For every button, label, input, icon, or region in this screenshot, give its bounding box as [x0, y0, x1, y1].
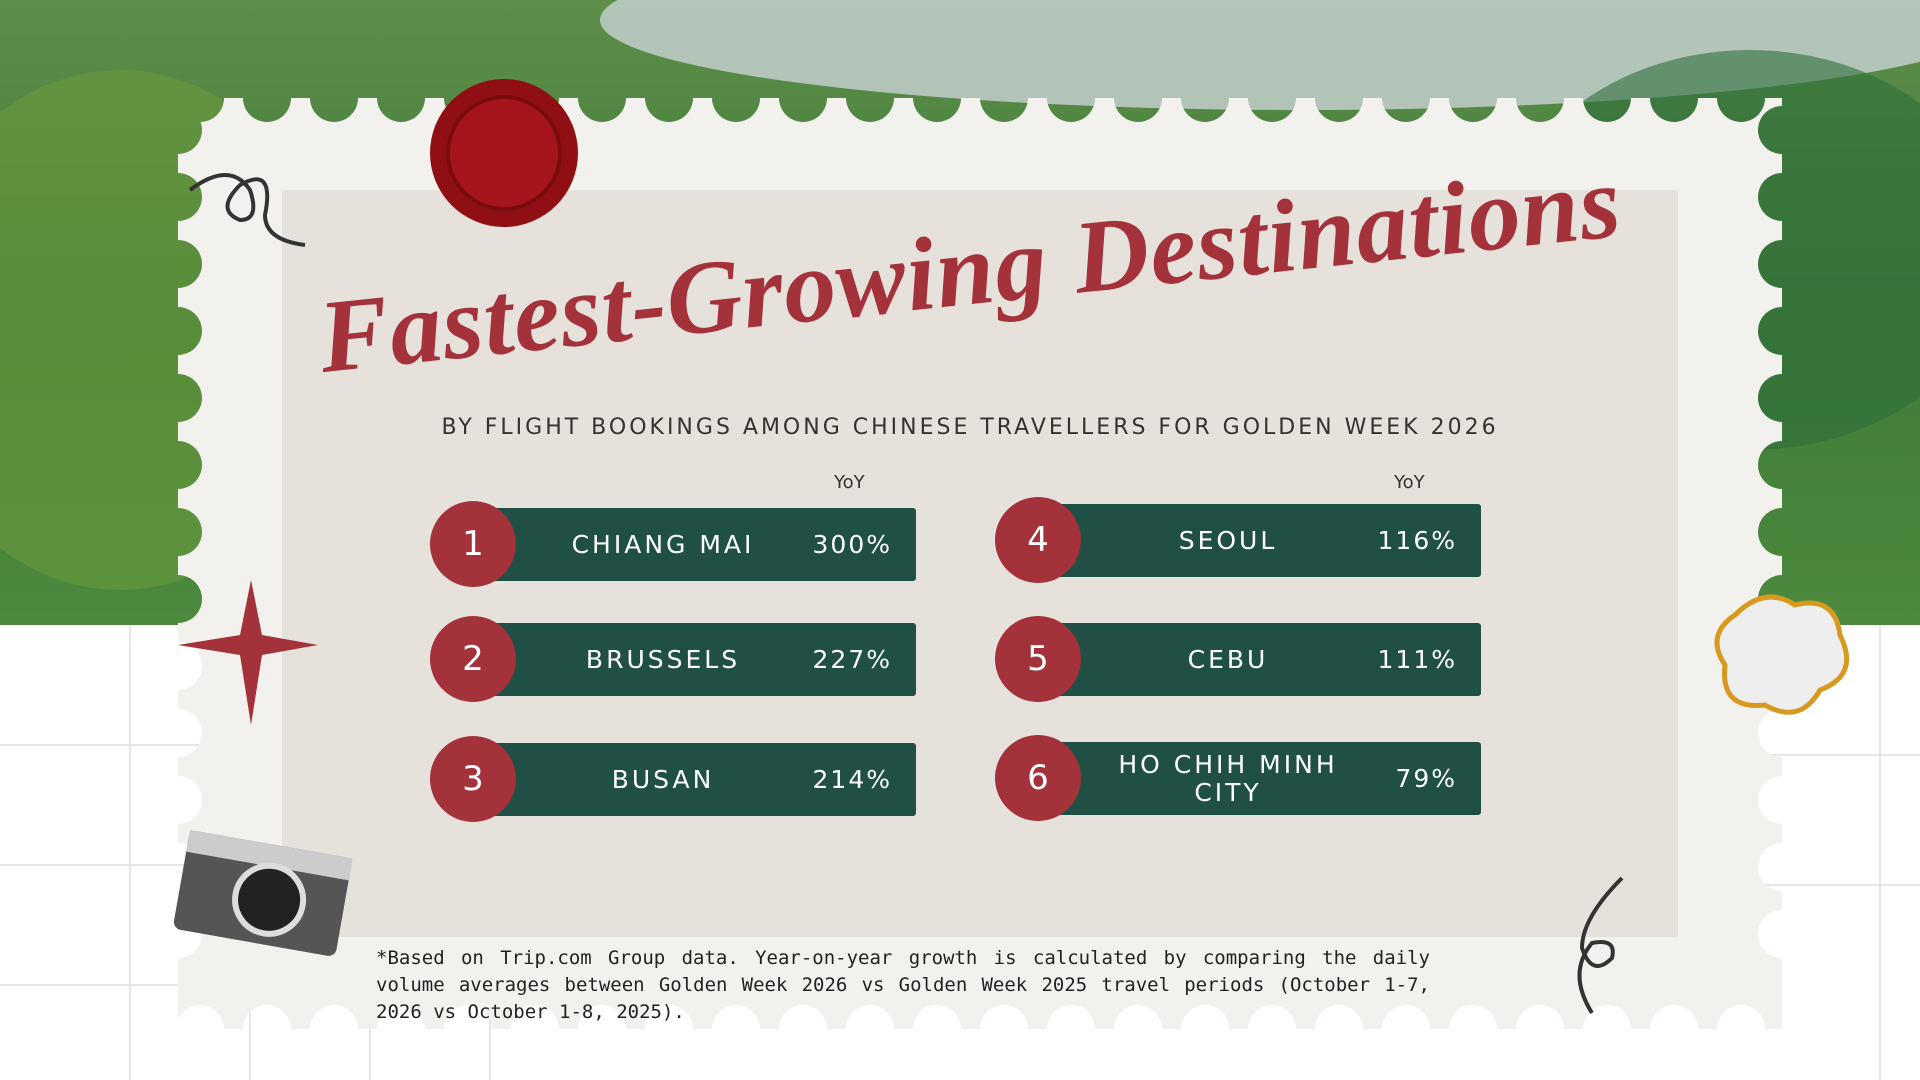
- yoy-value: 111%: [1377, 645, 1457, 674]
- column-header: YoY: [1394, 472, 1425, 493]
- rank-badge: 2: [430, 616, 516, 702]
- destination-bar: HO CHIH MINH CITY 79%: [1055, 742, 1481, 815]
- city-name: CEBU: [1187, 644, 1269, 674]
- footnote: *Based on Trip.com Group data. Year-on-y…: [376, 947, 1430, 1023]
- yoy-value: 116%: [1377, 526, 1457, 555]
- rank-badge: 5: [995, 616, 1081, 702]
- yoy-value: 214%: [812, 765, 892, 794]
- destination-bar: CEBU 111%: [1055, 623, 1481, 696]
- yoy-value: 227%: [812, 645, 892, 674]
- yoy-value: 300%: [812, 530, 892, 559]
- destination-bar: BUSAN 214%: [490, 743, 916, 816]
- destination-bar: CHIANG MAI 300%: [490, 508, 916, 581]
- subtitle: BY FLIGHT BOOKINGS AMONG CHINESE TRAVELL…: [441, 415, 1499, 440]
- column-header: YoY: [834, 472, 865, 493]
- rank-badge: 3: [430, 736, 516, 822]
- rank-badge: 4: [995, 497, 1081, 583]
- destination-bar: BRUSSELS 227%: [490, 623, 916, 696]
- rank-badge: 6: [995, 735, 1081, 821]
- destination-bar: SEOUL 116%: [1055, 504, 1481, 577]
- city-name: SEOUL: [1178, 525, 1278, 555]
- rank-badge: 1: [430, 501, 516, 587]
- city-name: BUSAN: [611, 764, 715, 794]
- city-name: BRUSSELS: [585, 644, 741, 674]
- city-name: HO CHIH MINH CITY: [1118, 749, 1338, 807]
- yoy-value: 79%: [1395, 764, 1457, 793]
- city-name: CHIANG MAI: [571, 529, 755, 559]
